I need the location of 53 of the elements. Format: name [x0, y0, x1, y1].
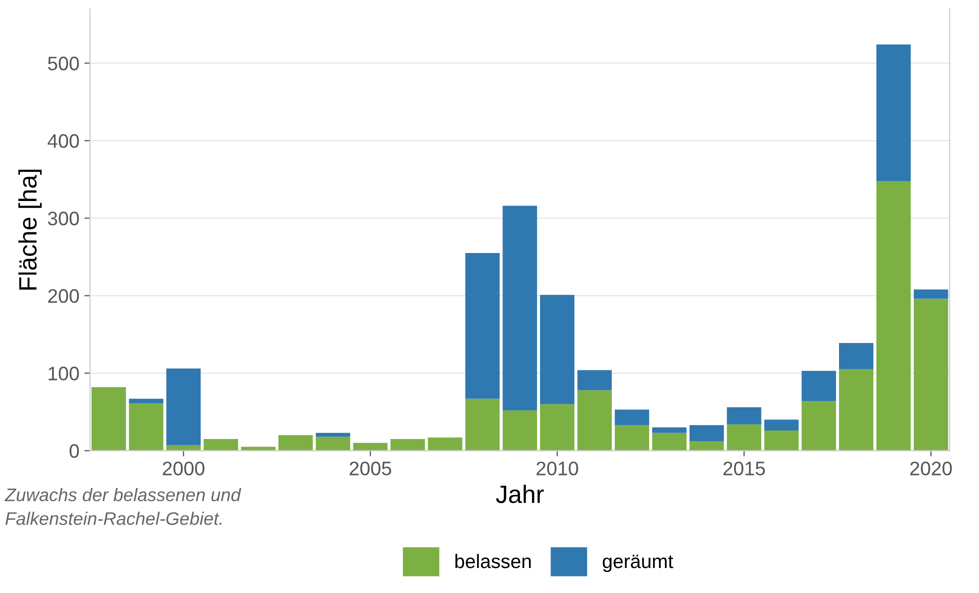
bar — [764, 430, 799, 451]
text: Zuwachs der belassenen und — [4, 488, 242, 502]
bar — [652, 427, 687, 433]
bar — [128, 403, 164, 451]
y-tick-label: 200 — [48, 289, 79, 303]
bar — [914, 298, 948, 451]
legend-label: geräumt — [602, 554, 674, 572]
bar — [502, 410, 538, 451]
y-tick-label: 100 — [48, 366, 79, 380]
bar — [802, 370, 836, 402]
bar — [614, 410, 650, 426]
x-tick-label: 2000 — [162, 462, 204, 476]
bar — [802, 401, 836, 451]
bar — [465, 398, 500, 451]
bar — [726, 407, 762, 424]
y-tick-label: 0 — [70, 444, 79, 458]
y-tick-label: 500 — [48, 56, 79, 70]
bar — [839, 342, 874, 370]
bar — [128, 398, 164, 404]
bar — [876, 180, 911, 451]
bar — [204, 439, 238, 451]
text: Falkenstein-Rachel-Gebiet. — [5, 512, 222, 525]
bar — [652, 432, 687, 451]
bar — [726, 424, 762, 451]
bar — [614, 425, 650, 451]
x-tick-label: 2010 — [536, 462, 578, 476]
bar — [690, 441, 724, 451]
bar — [166, 368, 201, 446]
x-axis-title: Jahr — [496, 484, 544, 504]
bar — [764, 420, 799, 431]
x-tick-label: 2020 — [910, 462, 952, 476]
x-tick-label: 2005 — [350, 462, 392, 476]
y-tick-label: 400 — [48, 134, 79, 148]
bar — [914, 289, 948, 299]
bar — [428, 438, 462, 451]
bar — [540, 294, 574, 404]
bar — [465, 253, 500, 399]
bar — [353, 442, 388, 451]
x-tick-label: 2015 — [723, 462, 765, 476]
y-axis-title: Fläche [ha] — [18, 170, 42, 290]
bar — [316, 436, 350, 451]
bar — [876, 44, 911, 181]
bar — [577, 390, 612, 451]
bar — [540, 404, 574, 451]
bar — [390, 439, 425, 451]
bar — [92, 387, 126, 451]
bar — [839, 369, 874, 451]
bar — [690, 425, 724, 442]
bar — [577, 370, 612, 390]
bar — [278, 435, 313, 451]
legend-label: belassen — [455, 554, 531, 568]
y-tick-label: 300 — [48, 212, 79, 226]
bar — [502, 206, 538, 410]
